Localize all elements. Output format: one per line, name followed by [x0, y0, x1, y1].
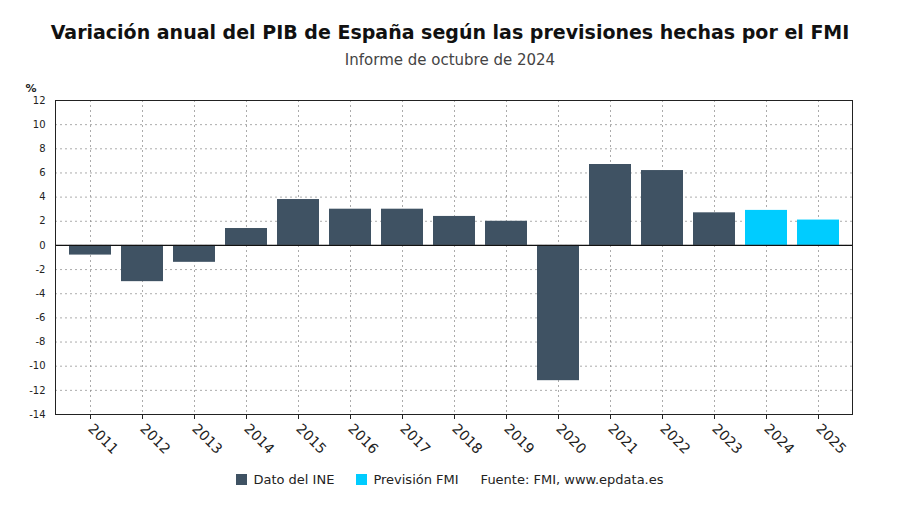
- svg-text:4: 4: [39, 191, 45, 202]
- svg-text:-14: -14: [29, 409, 45, 420]
- svg-text:2017: 2017: [397, 420, 434, 457]
- svg-text:2019: 2019: [501, 420, 538, 457]
- svg-text:2012: 2012: [137, 420, 174, 457]
- svg-text:2024: 2024: [761, 420, 798, 457]
- html-text:Informe de octubre de 2024: Informe de octubre de 2024: [344, 51, 556, 69]
- svg-text:-6: -6: [36, 312, 46, 323]
- svg-text:2022: 2022: [657, 420, 694, 457]
- svg-text:2021: 2021: [605, 420, 642, 457]
- svg-text:10: 10: [33, 119, 46, 130]
- svg-text:2018: 2018: [449, 420, 486, 457]
- html-text:Variación anual del PIB de Esp: Variación anual del PIB de España según …: [50, 21, 850, 43]
- svg-text:-12: -12: [29, 385, 45, 396]
- svg-text:6: 6: [39, 167, 45, 178]
- svg-text:2: 2: [39, 215, 45, 226]
- html-text:Previsión FMI: Previsión FMI: [373, 472, 459, 487]
- svg-text:2013: 2013: [189, 420, 226, 457]
- svg-text:-10: -10: [29, 360, 45, 371]
- svg-text:2011: 2011: [85, 420, 122, 457]
- svg-text:%: %: [26, 82, 37, 95]
- html-text:Dato del INE: Dato del INE: [253, 472, 335, 487]
- svg-text:2014: 2014: [241, 420, 278, 457]
- svg-text:2015: 2015: [293, 420, 330, 457]
- svg-text:2020: 2020: [553, 420, 590, 457]
- svg-text:-8: -8: [36, 336, 46, 347]
- svg-text:-4: -4: [36, 288, 46, 299]
- svg-text:0: 0: [39, 240, 45, 251]
- svg-text:12: 12: [33, 95, 46, 106]
- svg-text:2025: 2025: [813, 420, 850, 457]
- svg-text:2016: 2016: [345, 420, 382, 457]
- svg-text:8: 8: [39, 143, 45, 154]
- html-text:Fuente: FMI, www.epdata.es: Fuente: FMI, www.epdata.es: [480, 472, 664, 487]
- svg-text:2023: 2023: [709, 420, 746, 457]
- svg-text:-2: -2: [36, 264, 46, 275]
